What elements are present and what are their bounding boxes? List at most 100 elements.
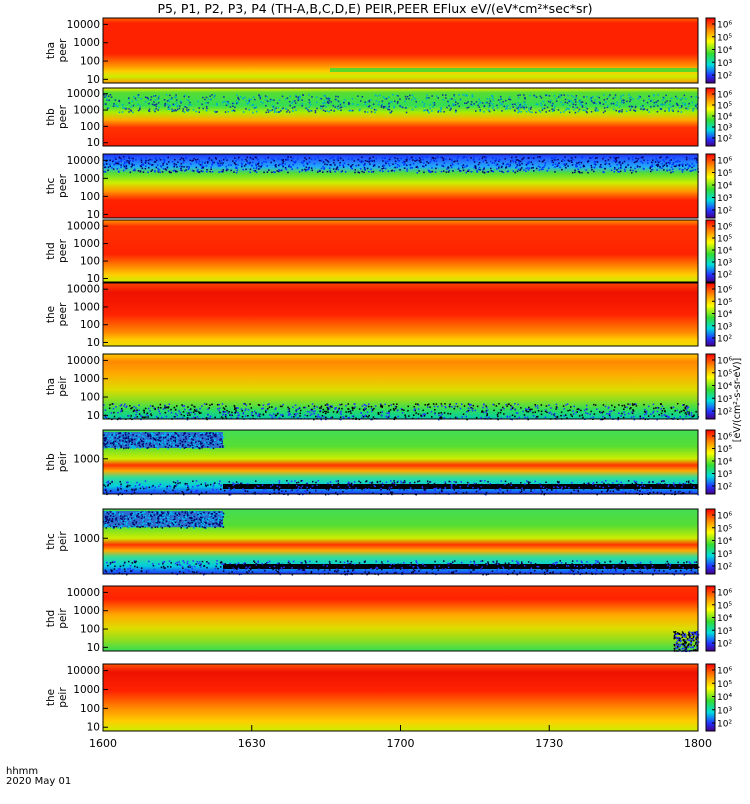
colorbar-tick-label: 10⁶ [717,433,732,443]
colorbar [706,430,715,494]
colorbar [706,586,715,651]
x-tick-label: 1630 [238,737,266,750]
y-tick-label: 10 [87,337,100,349]
y-tick-label: 10000 [67,88,100,100]
colorbar [706,664,715,731]
y-tick-label: 100 [80,319,100,331]
colorbar [706,88,715,146]
y-axis-label: peir [57,687,69,708]
y-axis-label: peir [57,608,69,629]
y-tick-label: 10 [87,410,100,422]
y-tick-label: 100 [80,703,100,715]
colorbar-tick-label: 10² [717,483,732,493]
panel-thd-peer-field [103,220,698,282]
colorbar-tick-label: 10³ [717,550,732,560]
colorbar-tick-label: 10² [717,135,732,145]
colorbar-tick-label: 10³ [717,706,732,716]
colorbar [706,154,715,218]
colorbar-tick-label: 10² [717,335,732,345]
y-tick-label: 1000 [73,238,100,250]
colorbar-tick-label: 10⁵ [717,298,732,308]
y-axis-label: peer [57,104,69,129]
x-tick-label: 1700 [387,737,415,750]
colorbar-tick-label: 10⁵ [717,680,732,690]
y-tick-label: 1000 [73,173,100,185]
x-tick-label: 1730 [535,737,563,750]
colorbar-tick-label: 10⁴ [717,247,732,257]
y-tick-label: 1000 [73,373,100,385]
y-axis-label: tha [45,378,57,395]
colorbar-tick-label: 10⁵ [717,33,732,43]
colorbar-tick-label: 10⁵ [717,169,732,179]
y-tick-label: 10000 [67,284,100,296]
y-tick-label: 10000 [67,221,100,233]
y-tick-label: 10 [87,722,100,734]
y-tick-label: 10 [87,137,100,149]
y-tick-label: 1000 [73,684,100,696]
colorbar-tick-label: 10⁶ [717,512,732,522]
colorbar-tick-label: 10⁶ [717,667,732,677]
colorbar-tick-label: 10² [717,640,732,650]
x-tick-label: 1800 [684,737,712,750]
panel-tha-peir-field [103,354,698,419]
colorbar-tick-label: 10⁴ [717,310,732,320]
colorbar-tick-label: 10⁴ [717,614,732,624]
y-axis-label: peir [57,451,69,472]
colorbar-label: [eV/(cm²-s-sr-eV)] [732,358,743,442]
colorbar-tick-label: 10⁶ [717,157,732,167]
colorbar-tick-label: 10⁴ [717,46,732,56]
colorbar-tick-label: 10⁵ [717,601,732,611]
y-tick-label: 100 [80,121,100,133]
y-tick-label: 10000 [67,587,100,599]
y-tick-label: 10 [87,642,100,654]
panel-the-peer-field [103,283,698,346]
colorbar-tick-label: 10³ [717,627,732,637]
chart-title: P5, P1, P2, P3, P4 (TH-A,B,C,D,E) PEIR,P… [0,0,750,18]
y-tick-label: 10000 [67,665,100,677]
y-tick-label: 10000 [67,155,100,167]
colorbar-tick-label: 10³ [717,194,732,204]
colorbar [706,283,715,346]
colorbar [706,220,715,282]
y-axis-label: the [45,689,57,706]
colorbar-tick-label: 10² [717,408,732,418]
y-axis-label: thd [45,610,57,627]
panel-thd-peir-field [103,586,698,651]
colorbar-tick-label: 10⁶ [717,357,732,367]
colorbar-tick-label: 10³ [717,395,732,405]
y-tick-label: 1000 [73,605,100,617]
y-axis-label: peer [57,38,69,63]
colorbar-tick-label: 10⁴ [717,113,732,123]
colorbar-tick-label: 10⁶ [717,223,732,233]
colorbar-tick-label: 10² [717,72,732,82]
colorbar-tick-label: 10⁴ [717,693,732,703]
colorbar-tick-label: 10⁵ [717,524,732,534]
colorbar-tick-label: 10⁶ [717,286,732,296]
colorbar-tick-label: 10³ [717,322,732,332]
colorbar-tick-label: 10⁴ [717,537,732,547]
y-axis-label: thb [45,453,57,471]
x-footer-date: 2020 May 01 [6,776,71,787]
y-tick-label: 10000 [67,355,100,367]
y-axis-label: peer [57,173,69,198]
y-axis-label: peir [57,376,69,397]
y-axis-label: thb [45,108,57,126]
y-tick-label: 100 [80,624,100,636]
colorbar-tick-label: 10⁵ [717,102,732,112]
colorbar-tick-label: 10³ [717,470,732,480]
colorbar-tick-label: 10⁴ [717,382,732,392]
colorbar-tick-label: 10² [717,720,732,730]
panel-the-peir-field [103,664,698,731]
colorbar [706,509,715,574]
panel-tha-peer-field [103,18,698,83]
colorbar-tick-label: 10² [717,207,732,217]
colorbar-tick-label: 10⁵ [717,445,732,455]
y-tick-label: 1000 [73,301,100,313]
colorbar-tick-label: 10⁴ [717,458,732,468]
colorbar-tick-label: 10⁶ [717,21,732,31]
y-axis-label: thd [45,242,57,259]
y-tick-label: 100 [80,256,100,268]
colorbar-tick-label: 10⁴ [717,182,732,192]
colorbar-tick-label: 10⁵ [717,369,732,379]
